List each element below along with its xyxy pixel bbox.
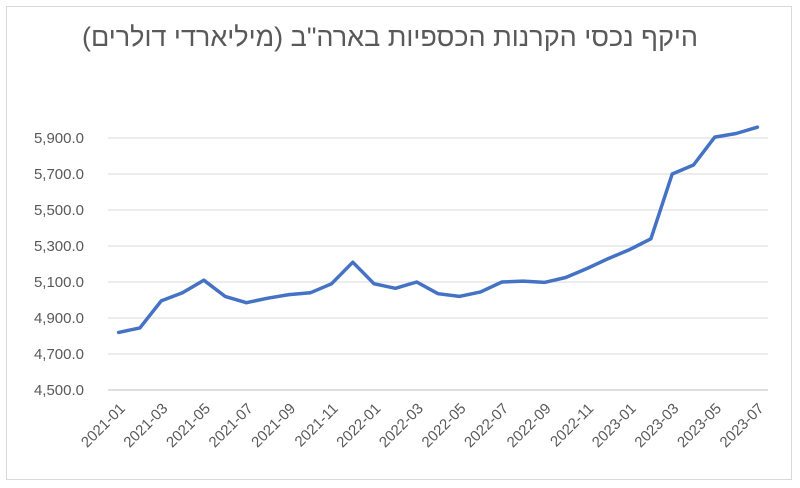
data-point <box>564 276 568 279</box>
data-point <box>223 294 227 298</box>
data-point <box>202 278 206 282</box>
x-tick-label: 2021-09 <box>248 400 299 451</box>
chart-frame <box>6 6 792 480</box>
data-point <box>415 280 419 284</box>
data-point <box>479 290 483 294</box>
data-point <box>542 280 546 284</box>
data-point <box>117 330 121 334</box>
x-tick-label: 2022-11 <box>547 400 597 450</box>
data-point <box>181 291 185 295</box>
y-tick-label: 5,500.0 <box>34 202 84 219</box>
x-tick-label: 2022-03 <box>376 400 427 451</box>
x-tick-label: 2022-01 <box>333 400 384 451</box>
x-tick-label: 2022-05 <box>419 400 470 451</box>
data-point <box>734 132 738 135</box>
x-tick-label: 2023-01 <box>589 400 640 451</box>
x-tick-label: 2023-05 <box>674 400 725 451</box>
data-point <box>308 291 312 295</box>
y-tick-label: 4,700.0 <box>34 346 84 363</box>
y-tick-label: 5,300.0 <box>34 238 84 255</box>
y-tick-label: 5,100.0 <box>34 274 84 291</box>
data-point <box>691 163 695 167</box>
data-point <box>457 294 461 298</box>
y-axis-ticks: 4,500.0 4,700.0 4,900.0 5,100.0 5,300.0 5,500… <box>34 130 84 399</box>
x-tick-label: 2022-09 <box>504 400 555 451</box>
data-point <box>649 237 653 241</box>
data-point <box>436 292 440 296</box>
data-point <box>351 260 355 264</box>
data-point <box>372 282 376 286</box>
data-point <box>606 257 610 261</box>
x-tick-label: 2021-05 <box>163 400 214 451</box>
x-tick-label: 2023-07 <box>717 400 768 451</box>
x-tick-label: 2021-03 <box>120 400 171 451</box>
data-point <box>266 296 270 300</box>
gridlines <box>108 137 768 355</box>
data-point <box>330 282 334 286</box>
data-point <box>585 267 589 270</box>
y-tick-label: 5,900.0 <box>34 130 84 147</box>
x-tick-label: 2021-07 <box>206 400 257 451</box>
x-tick-label: 2021-11 <box>292 400 342 450</box>
data-point <box>521 279 525 283</box>
data-point <box>713 135 717 139</box>
x-tick-label: 2021-01 <box>78 400 129 451</box>
data-point <box>670 172 674 176</box>
y-tick-label: 4,900.0 <box>34 310 84 327</box>
data-point <box>287 293 291 297</box>
data-point <box>755 125 759 129</box>
data-point <box>244 301 248 305</box>
chart-title: היקף נכסי הקרנות הכספיות בארה"ב (מיליארד… <box>81 22 699 52</box>
series-line-group <box>116 125 760 335</box>
y-tick-label: 4,500.0 <box>34 382 84 399</box>
data-point <box>159 299 163 303</box>
series-line <box>116 125 760 335</box>
y-tick-label: 5,700.0 <box>34 166 84 183</box>
x-tick-label: 2023-03 <box>631 400 682 451</box>
x-tick-label: 2022-07 <box>461 400 512 451</box>
data-point <box>500 280 504 284</box>
x-axis-ticks: 2021-012021-032021-052021-072021-092021-… <box>78 400 768 451</box>
data-point <box>138 326 142 330</box>
data-point <box>393 286 397 290</box>
data-point <box>628 248 632 252</box>
